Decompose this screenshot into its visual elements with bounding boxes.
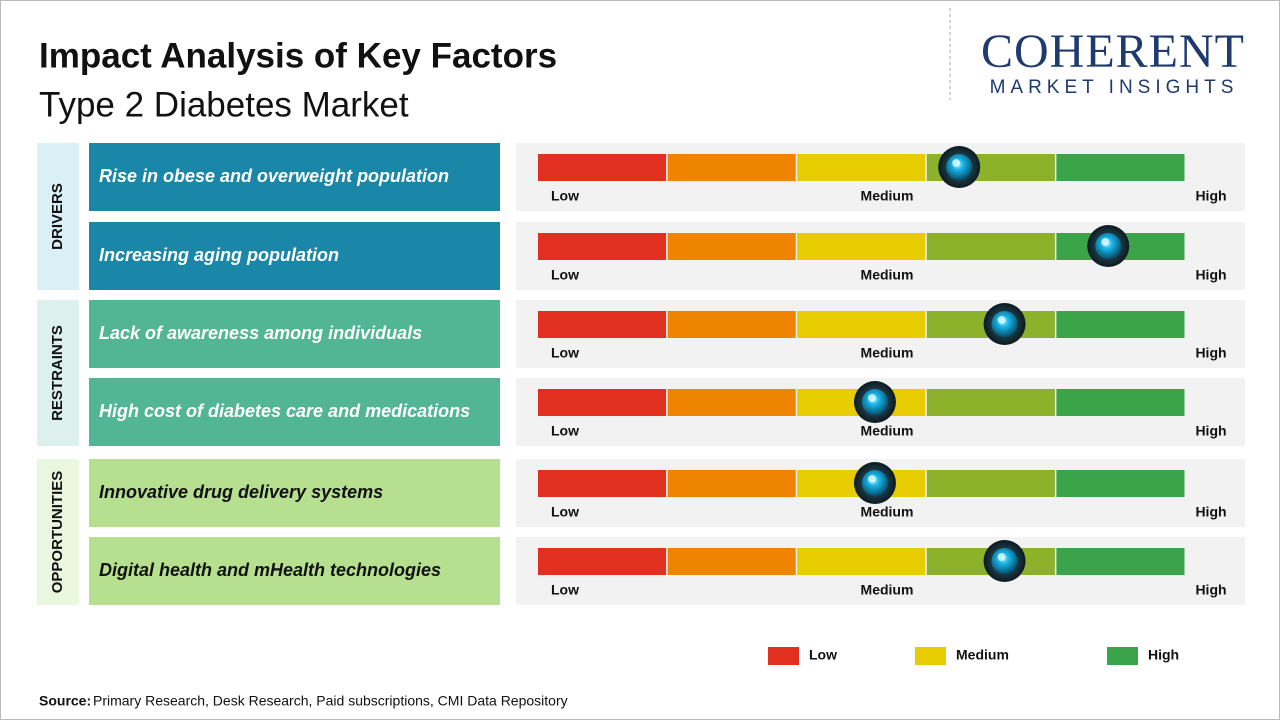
factor-text: High cost of diabetes care and medicatio… xyxy=(99,401,470,421)
legend-swatch xyxy=(1107,647,1138,665)
knob-shine xyxy=(997,553,1006,561)
legend-swatch xyxy=(915,647,946,665)
title: Impact Analysis of Key Factors xyxy=(39,36,557,75)
gauge-segment xyxy=(538,233,667,260)
scale-low: Low xyxy=(551,267,579,283)
scale-low: Low xyxy=(551,345,579,361)
impact-knob xyxy=(853,462,896,504)
group-band xyxy=(37,300,79,446)
impact-knob xyxy=(983,303,1026,345)
gauge-segment xyxy=(1056,389,1185,416)
gauge-segment xyxy=(797,548,926,575)
gauge-segment xyxy=(797,154,926,181)
gauge-segment xyxy=(667,311,796,338)
scale-low: Low xyxy=(551,582,579,598)
gauge-segment xyxy=(667,154,796,181)
group-label: OPPORTUNITIES xyxy=(49,471,66,594)
impact-knob xyxy=(983,540,1026,582)
gauge-segment xyxy=(1056,154,1185,181)
legend-swatch xyxy=(768,647,799,665)
knob-core xyxy=(991,311,1018,337)
scale-low: Low xyxy=(551,423,579,439)
gauge-segment xyxy=(538,311,667,338)
knob-core xyxy=(991,548,1018,574)
gauge-segment xyxy=(667,233,796,260)
impact-knob xyxy=(1087,225,1130,267)
scale-high: High xyxy=(1195,582,1226,598)
factor-text: Innovative drug delivery systems xyxy=(99,482,383,502)
factor-text: Rise in obese and overweight population xyxy=(99,166,449,186)
scale-low: Low xyxy=(551,188,579,204)
knob-shine xyxy=(952,159,961,167)
factor-text: Digital health and mHealth technologies xyxy=(99,560,441,580)
scale-medium: Medium xyxy=(861,504,914,520)
factor-box xyxy=(89,378,500,446)
scale-high: High xyxy=(1195,345,1226,361)
gauge-segment xyxy=(797,233,926,260)
legend-label: High xyxy=(1148,647,1179,663)
gauge-segment xyxy=(797,311,926,338)
scale-medium: Medium xyxy=(861,345,914,361)
knob-core xyxy=(1095,233,1122,259)
logo-name: COHERENT xyxy=(981,25,1245,78)
legend-label: Medium xyxy=(956,647,1009,663)
source-label: Source: xyxy=(39,693,91,709)
gauge-segment xyxy=(667,470,796,497)
knob-shine xyxy=(867,475,876,483)
factor-box xyxy=(89,222,500,290)
group-label: RESTRAINTS xyxy=(49,325,66,421)
gauge-segment xyxy=(538,470,667,497)
scale-medium: Medium xyxy=(861,582,914,598)
factor-box xyxy=(89,300,500,368)
logo-tagline: MARKET INSIGHTS xyxy=(990,77,1239,98)
gauge-segment xyxy=(667,389,796,416)
impact-knob xyxy=(853,381,896,423)
knob-core xyxy=(946,154,973,180)
impact-knob xyxy=(938,146,981,188)
scale-medium: Medium xyxy=(861,188,914,204)
knob-core xyxy=(861,470,888,496)
knob-shine xyxy=(867,394,876,402)
factor-box xyxy=(89,459,500,527)
scale-low: Low xyxy=(551,504,579,520)
factor-box xyxy=(89,537,500,605)
factor-text: Lack of awareness among individuals xyxy=(99,323,422,343)
gauge-segment xyxy=(1056,470,1185,497)
gauge-segment xyxy=(1056,548,1185,575)
gauge-segment xyxy=(1056,311,1185,338)
gauge-segment xyxy=(926,389,1055,416)
legend-label: Low xyxy=(809,647,837,663)
factor-box xyxy=(89,143,500,211)
gauge-segment xyxy=(926,470,1055,497)
scale-high: High xyxy=(1195,188,1226,204)
gauge-segment xyxy=(538,154,667,181)
group-band xyxy=(37,459,79,605)
gauge-segment xyxy=(926,233,1055,260)
scale-high: High xyxy=(1195,504,1226,520)
scale-high: High xyxy=(1195,423,1226,439)
source-text: Primary Research, Desk Research, Paid su… xyxy=(93,693,568,709)
gauge-segment xyxy=(538,548,667,575)
knob-core xyxy=(861,389,888,415)
gauge-segment xyxy=(538,389,667,416)
knob-shine xyxy=(1101,238,1110,246)
subtitle: Type 2 Diabetes Market xyxy=(39,85,409,124)
factor-text: Increasing aging population xyxy=(99,245,339,265)
scale-high: High xyxy=(1195,267,1226,283)
scale-medium: Medium xyxy=(861,267,914,283)
group-band xyxy=(37,143,79,290)
gauge-segment xyxy=(667,548,796,575)
knob-shine xyxy=(997,316,1006,324)
group-label: DRIVERS xyxy=(49,183,66,250)
scale-medium: Medium xyxy=(861,423,914,439)
